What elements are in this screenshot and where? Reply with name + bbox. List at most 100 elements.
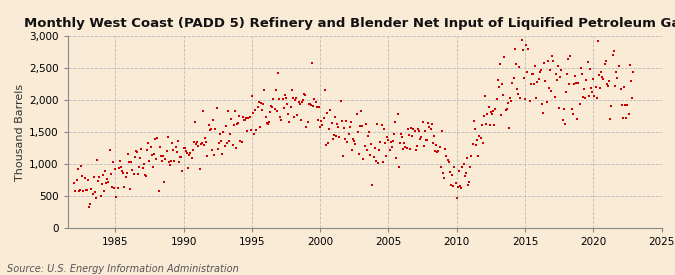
Point bbox=[356, 109, 367, 113]
Point bbox=[94, 175, 105, 179]
Point bbox=[244, 115, 255, 119]
Point bbox=[310, 100, 321, 104]
Point bbox=[296, 118, 306, 122]
Point bbox=[553, 64, 564, 68]
Point bbox=[76, 164, 86, 169]
Point bbox=[267, 104, 277, 109]
Point bbox=[600, 59, 611, 63]
Point bbox=[87, 192, 98, 196]
Point bbox=[315, 125, 325, 129]
Point bbox=[400, 145, 411, 149]
Point bbox=[545, 68, 556, 72]
Point bbox=[499, 55, 510, 60]
Point bbox=[528, 72, 539, 77]
Point bbox=[352, 130, 363, 134]
Point bbox=[202, 153, 213, 158]
Point bbox=[591, 96, 602, 100]
Point bbox=[109, 186, 119, 190]
Point bbox=[373, 161, 383, 165]
Point bbox=[431, 142, 441, 147]
Point bbox=[375, 140, 386, 145]
Point bbox=[344, 124, 355, 129]
Point bbox=[358, 157, 369, 161]
Point bbox=[430, 148, 441, 153]
Point bbox=[383, 138, 394, 142]
Point bbox=[558, 107, 569, 112]
Point bbox=[227, 142, 238, 147]
Point bbox=[146, 153, 157, 157]
Point bbox=[231, 146, 242, 150]
Point bbox=[176, 155, 187, 160]
Point bbox=[288, 96, 298, 100]
Point bbox=[340, 137, 350, 142]
Point bbox=[397, 135, 408, 140]
Point bbox=[530, 64, 541, 68]
Point bbox=[568, 112, 578, 117]
Point bbox=[407, 133, 418, 138]
Point bbox=[616, 103, 627, 108]
Point bbox=[256, 101, 267, 105]
Point bbox=[582, 59, 593, 64]
Point bbox=[377, 160, 388, 164]
Point bbox=[285, 105, 296, 109]
Point bbox=[183, 166, 194, 170]
Point bbox=[515, 96, 526, 100]
Point bbox=[293, 100, 304, 104]
Point bbox=[77, 174, 88, 178]
Point bbox=[349, 139, 360, 144]
Point bbox=[522, 70, 533, 74]
Point bbox=[481, 122, 491, 127]
Point bbox=[470, 127, 481, 132]
Point bbox=[608, 49, 619, 53]
Point bbox=[468, 119, 479, 123]
Point bbox=[122, 151, 133, 156]
Point bbox=[167, 141, 178, 145]
Point bbox=[551, 78, 562, 82]
Point bbox=[389, 131, 400, 136]
Point bbox=[523, 46, 534, 51]
Point bbox=[568, 82, 579, 87]
Point bbox=[218, 130, 229, 134]
Point bbox=[198, 142, 209, 147]
Point bbox=[184, 152, 194, 157]
Point bbox=[276, 117, 287, 122]
Point bbox=[281, 102, 292, 106]
Point bbox=[104, 148, 115, 152]
Point bbox=[433, 149, 444, 153]
Point bbox=[241, 116, 252, 120]
Point bbox=[387, 139, 398, 143]
Point bbox=[545, 89, 556, 94]
Text: Source: U.S. Energy Information Administration: Source: U.S. Energy Information Administ… bbox=[7, 264, 238, 274]
Point bbox=[143, 141, 154, 145]
Point bbox=[300, 92, 310, 97]
Point bbox=[82, 188, 92, 192]
Point bbox=[113, 166, 124, 170]
Point bbox=[298, 97, 308, 102]
Point bbox=[379, 126, 389, 131]
Point bbox=[281, 95, 292, 100]
Point bbox=[223, 109, 234, 113]
Point bbox=[483, 104, 494, 109]
Point bbox=[242, 128, 252, 133]
Point bbox=[144, 159, 155, 163]
Point bbox=[318, 116, 329, 120]
Point bbox=[495, 113, 506, 117]
Point bbox=[513, 91, 524, 96]
Point bbox=[213, 146, 223, 151]
Point bbox=[150, 137, 161, 141]
Point bbox=[92, 158, 103, 163]
Point bbox=[311, 104, 322, 109]
Point bbox=[274, 97, 285, 101]
Point bbox=[590, 85, 601, 89]
Point bbox=[504, 126, 514, 131]
Point bbox=[485, 110, 496, 114]
Point bbox=[140, 174, 151, 178]
Point bbox=[101, 181, 111, 185]
Point bbox=[524, 98, 535, 103]
Point bbox=[379, 141, 390, 145]
Point bbox=[228, 123, 239, 128]
Point bbox=[441, 154, 452, 158]
Point bbox=[361, 148, 372, 152]
Point bbox=[601, 82, 612, 86]
Point bbox=[575, 66, 586, 71]
